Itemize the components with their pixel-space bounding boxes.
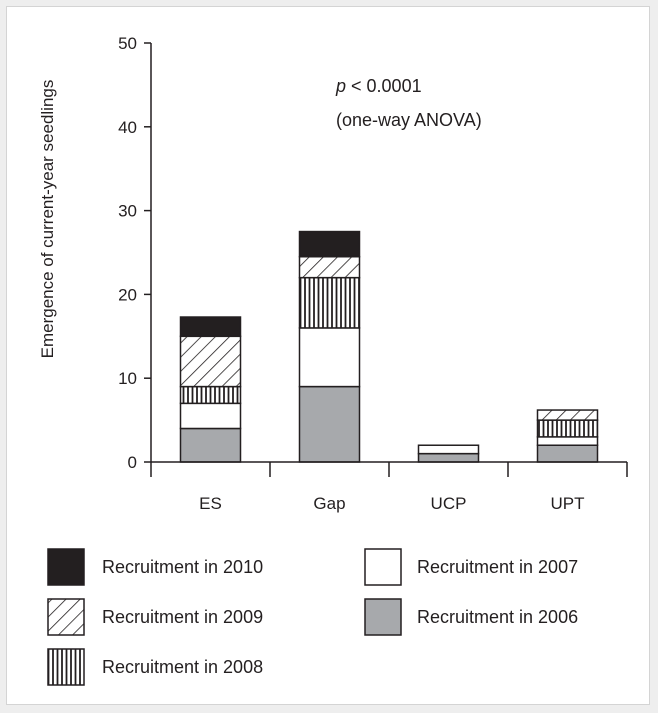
bar-segment — [179, 427, 242, 463]
x-tick-label: UPT — [551, 494, 585, 513]
x-tick-label: UCP — [431, 494, 467, 513]
legend-item: Recruitment in 2010 — [47, 548, 263, 586]
bar-segment — [536, 419, 599, 438]
legend-item: Recruitment in 2008 — [47, 648, 263, 686]
legend-item: Recruitment in 2007 — [364, 548, 578, 586]
bar-segment — [298, 385, 361, 463]
bar-segment — [417, 444, 480, 455]
y-axis-label: Emergence of current-year seedlings — [38, 80, 57, 359]
bar-segment — [298, 276, 361, 329]
legend-label: Recruitment in 2007 — [417, 557, 578, 577]
y-axis: 0 10 20 30 40 50 — [118, 34, 152, 472]
y-tick-label: 30 — [118, 202, 137, 221]
y-tick-label: 50 — [118, 34, 137, 53]
p-value: < 0.0001 — [346, 76, 422, 96]
p-value-annotation: p < 0.0001 — [335, 76, 422, 96]
x-tick-label: Gap — [313, 494, 345, 513]
y-tick-label: 10 — [118, 369, 137, 388]
bar-segment — [298, 255, 361, 279]
legend-label: Recruitment in 2009 — [102, 607, 263, 627]
legend-swatch — [47, 548, 85, 586]
legend-swatch — [47, 598, 85, 636]
legend-swatch — [364, 598, 402, 636]
bar-segment — [179, 335, 242, 388]
bar-segment — [298, 230, 361, 258]
y-tick-label: 20 — [118, 285, 137, 304]
legend-label: Recruitment in 2010 — [102, 557, 263, 577]
bars — [179, 230, 599, 463]
bar-segment — [179, 385, 242, 405]
legend-swatch — [364, 548, 402, 586]
legend-label: Recruitment in 2006 — [417, 607, 578, 627]
chart-frame: 0 10 20 30 40 50 ES Gap UCP UPT Emergence of cur… — [6, 6, 650, 705]
bar-segment — [298, 327, 361, 388]
y-tick-label: 0 — [128, 453, 137, 472]
bar-segment — [417, 452, 480, 463]
bar-segment — [179, 316, 242, 338]
stacked-bar-chart: 0 10 20 30 40 50 ES Gap UCP UPT Emergence of cur… — [38, 34, 628, 686]
bar-segment — [536, 409, 599, 421]
legend-item: Recruitment in 2006 — [364, 598, 578, 636]
bar-segment — [179, 402, 242, 430]
bar-segment — [536, 436, 599, 446]
legend-label: Recruitment in 2008 — [102, 657, 263, 677]
legend-item: Recruitment in 2009 — [47, 598, 263, 636]
legend: Recruitment in 2010 Recruitment in 2007 Re… — [47, 548, 578, 686]
x-axis: ES Gap UCP UPT — [150, 461, 628, 513]
bar-segment — [536, 444, 599, 463]
y-tick-label: 40 — [118, 118, 137, 137]
p-symbol: p — [335, 76, 346, 96]
annotation: p < 0.0001 (one-way ANOVA) — [335, 76, 482, 130]
legend-swatch — [47, 648, 85, 686]
anova-annotation: (one-way ANOVA) — [336, 110, 482, 130]
x-tick-label: ES — [199, 494, 222, 513]
